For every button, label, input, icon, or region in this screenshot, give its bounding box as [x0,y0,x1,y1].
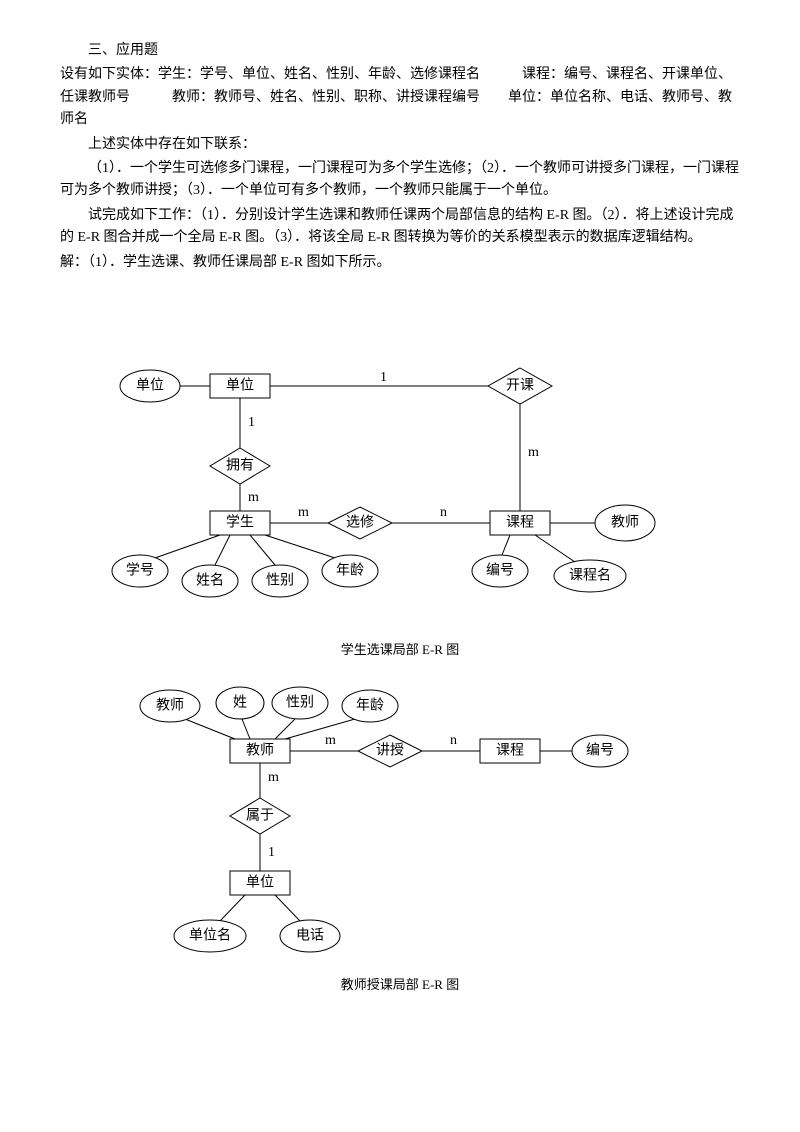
diagram-student-elective: 1 1 m m n m 单位 单位拥有学生 选修 课程 开课学号姓名 性别 年龄 编号 课程名 教师 [60,356,740,636]
svg-text:n: n [440,505,447,520]
svg-text:m: m [248,490,259,505]
svg-text:n: n [450,733,457,748]
para-entities: 设有如下实体：学生：学号、单位、姓名、性别、年龄、选修课程名 课程：编号、课程名… [60,64,740,131]
svg-text:m: m [298,505,309,520]
caption-diagram2: 教师授课局部 E-R 图 [60,975,740,996]
svg-text:单位: 单位 [136,377,164,393]
svg-text:选修: 选修 [346,514,374,530]
svg-text:编号: 编号 [486,562,514,578]
svg-text:m: m [325,733,336,748]
svg-text:学生: 学生 [226,514,254,530]
svg-text:单位: 单位 [246,874,274,890]
svg-text:性别: 性别 [286,694,314,710]
svg-text:课程: 课程 [506,514,534,530]
diagram-teacher-teach: mnm1教师姓性别年龄教师讲授课程编号属于单位单位名电话 [60,681,740,971]
svg-text:讲授: 讲授 [376,742,404,758]
svg-text:教师: 教师 [246,742,274,758]
svg-text:姓名: 姓名 [196,572,224,588]
para-tasks: 试完成如下工作：（1）．分别设计学生选课和教师任课两个局部信息的结构 E-R 图… [60,205,740,250]
caption-diagram1: 学生选课局部 E-R 图 [60,640,740,661]
svg-text:1: 1 [268,845,275,860]
svg-text:单位: 单位 [226,377,254,393]
svg-text:学号: 学号 [126,562,154,578]
svg-text:1: 1 [380,370,387,385]
svg-text:1: 1 [248,415,255,430]
heading: 三、应用题 [60,40,740,62]
svg-text:年龄: 年龄 [356,697,384,713]
svg-text:教师: 教师 [156,697,184,713]
svg-text:开课: 开课 [506,377,534,393]
svg-text:编号: 编号 [586,742,614,758]
svg-text:拥有: 拥有 [226,457,254,473]
svg-text:姓: 姓 [233,694,247,710]
para-relations: （1）．一个学生可选修多门课程，一门课程可为多个学生选修；（2）．一个教师可讲授… [60,158,740,203]
svg-text:单位名: 单位名 [189,927,231,943]
svg-text:课程名: 课程名 [569,567,611,583]
svg-text:电话: 电话 [296,927,324,943]
svg-text:m: m [528,445,539,460]
svg-text:性别: 性别 [266,572,294,588]
svg-text:年龄: 年龄 [336,562,364,578]
svg-text:课程: 课程 [496,742,524,758]
para-answer: 解：（1）．学生选课、教师任课局部 E-R 图如下所示。 [60,252,740,274]
svg-text:属于: 属于 [246,808,274,823]
para-relations-heading: 上述实体中存在如下联系： [60,134,740,156]
svg-text:m: m [268,770,279,785]
svg-text:教师: 教师 [611,514,639,530]
